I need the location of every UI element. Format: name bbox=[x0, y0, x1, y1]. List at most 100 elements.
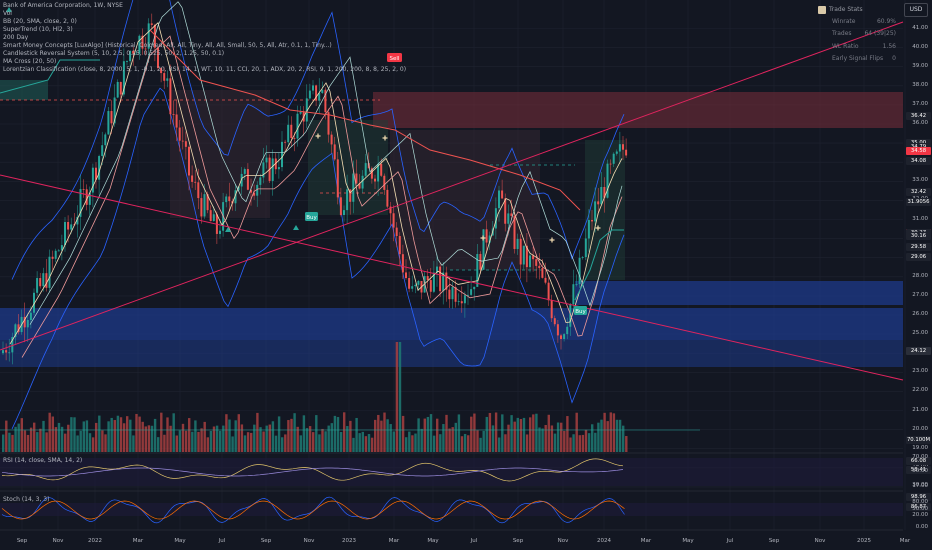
legend-200day[interactable]: 200 Day bbox=[3, 34, 29, 41]
volume-bar bbox=[349, 420, 352, 452]
price-tick: 37.00 bbox=[912, 100, 928, 107]
candle-body bbox=[408, 278, 411, 289]
legend-smc[interactable]: Smart Money Concepts [LuxAlgo] (Historic… bbox=[3, 42, 332, 49]
volume-bar bbox=[584, 429, 588, 452]
volume-bar bbox=[11, 434, 14, 452]
legend-bb[interactable]: BB (20, SMA, close, 2, 0) bbox=[3, 18, 77, 25]
candle-body bbox=[358, 183, 361, 189]
candle-body bbox=[550, 300, 553, 319]
volume-bar bbox=[138, 416, 141, 452]
candle-body bbox=[169, 78, 172, 115]
legend-title[interactable]: Bank of America Corporation, 1W, NYSE bbox=[3, 2, 123, 9]
price-tag: 31.9056 bbox=[906, 198, 931, 207]
stats-label: Winrate bbox=[832, 17, 856, 25]
candle-body bbox=[529, 255, 531, 268]
candle-body bbox=[60, 245, 63, 251]
candle-body bbox=[296, 113, 299, 139]
supertrend-up-2 bbox=[574, 229, 624, 301]
price-axis[interactable]: 41.0040.0039.0038.0037.0036.0035.0034.00… bbox=[904, 0, 932, 550]
volume-bar bbox=[315, 415, 318, 452]
volume-bar bbox=[494, 412, 498, 452]
volume-bar bbox=[510, 415, 513, 452]
buy-badge bbox=[305, 212, 318, 221]
price-tag: 34.08 bbox=[906, 156, 931, 165]
legend-lorentzian[interactable]: Lorentzian Classification (close, 8, 200… bbox=[3, 66, 407, 73]
candle-body bbox=[364, 163, 367, 176]
volume-bar bbox=[618, 419, 622, 452]
candle-body bbox=[339, 197, 342, 215]
price-tick: 21.00 bbox=[912, 406, 928, 413]
volume-bar bbox=[467, 435, 470, 452]
rsi-pane: RSI (14, close, SMA, 14, 2) bbox=[0, 452, 903, 486]
volume-bar bbox=[104, 434, 107, 452]
supertrend-fill-1 bbox=[170, 90, 270, 218]
candle-body bbox=[209, 210, 212, 222]
candle-body bbox=[618, 144, 621, 152]
currency-button[interactable]: USD bbox=[904, 3, 928, 17]
candle-body bbox=[101, 145, 104, 157]
volume-bar bbox=[215, 425, 219, 452]
trendline-rising bbox=[0, 21, 904, 351]
candle-body bbox=[82, 189, 85, 190]
volume-bar bbox=[454, 422, 457, 452]
legend-supertrend[interactable]: SuperTrend (10, Hl2, 3) bbox=[3, 26, 73, 33]
volume-bar bbox=[535, 413, 538, 452]
long-arrow-icon bbox=[6, 7, 12, 12]
volume-bar bbox=[23, 430, 27, 452]
volume-bar bbox=[57, 422, 61, 452]
candle-body bbox=[448, 289, 451, 300]
candle-body bbox=[107, 111, 110, 135]
stats-label: WL Ratio bbox=[832, 42, 859, 50]
candle-body bbox=[23, 316, 26, 328]
volume-bar bbox=[234, 420, 237, 452]
stats-value: 64 (39|25) bbox=[864, 30, 896, 38]
candle-body bbox=[318, 93, 321, 101]
volume-bar bbox=[426, 416, 430, 452]
candle-body bbox=[538, 265, 541, 269]
stoch-d bbox=[1, 500, 625, 520]
candle-body bbox=[2, 350, 4, 354]
volume-bar bbox=[566, 416, 569, 452]
legend-crs[interactable]: Candlestick Reversal System (5, 10, 2.5,… bbox=[3, 50, 225, 57]
volume-bar bbox=[498, 437, 501, 452]
legend-macross[interactable]: MA Cross (20, 50) bbox=[3, 58, 57, 65]
candle-body bbox=[488, 235, 491, 243]
volume-bar bbox=[417, 418, 420, 452]
volume-bar bbox=[271, 421, 275, 452]
trade-stats-checkbox[interactable] bbox=[818, 5, 826, 14]
candle-body bbox=[200, 198, 203, 217]
volume-bar bbox=[327, 425, 330, 452]
time-tick: Mar bbox=[388, 538, 400, 544]
buy-text: Buy bbox=[306, 215, 317, 221]
volume-bar bbox=[609, 412, 612, 452]
candle-body bbox=[33, 292, 35, 313]
sell-text: Sell bbox=[390, 56, 400, 62]
volume-bar bbox=[98, 415, 101, 452]
stoch-tick: 0.00 bbox=[915, 524, 928, 530]
stoch-pane: Stoch (14, 3, 3) bbox=[0, 490, 903, 531]
candle-body bbox=[8, 352, 11, 354]
volume-bar bbox=[538, 427, 541, 452]
candle-body bbox=[482, 229, 485, 270]
candle-body bbox=[463, 295, 466, 304]
volume-bar bbox=[141, 421, 144, 452]
volume-bar bbox=[485, 416, 488, 452]
candle-body bbox=[184, 141, 187, 147]
volume-bar bbox=[324, 431, 327, 452]
demand-zone-mid bbox=[575, 281, 903, 305]
price-tick: 22.00 bbox=[912, 387, 928, 394]
volume-bar bbox=[352, 437, 355, 452]
price-tag: 66.08 bbox=[906, 457, 931, 465]
candle-body bbox=[45, 273, 48, 288]
candle-body bbox=[401, 254, 404, 273]
volume-bar bbox=[374, 419, 377, 452]
candle-body bbox=[535, 259, 538, 266]
volume-bar bbox=[250, 432, 253, 452]
price-tick: 36.00 bbox=[912, 120, 928, 126]
legend-vol[interactable]: Vol bbox=[3, 10, 12, 17]
candle-body bbox=[346, 189, 349, 211]
price-tick: 38.00 bbox=[912, 81, 928, 88]
candle-body bbox=[591, 220, 593, 222]
time-tick: Mar bbox=[640, 538, 652, 544]
